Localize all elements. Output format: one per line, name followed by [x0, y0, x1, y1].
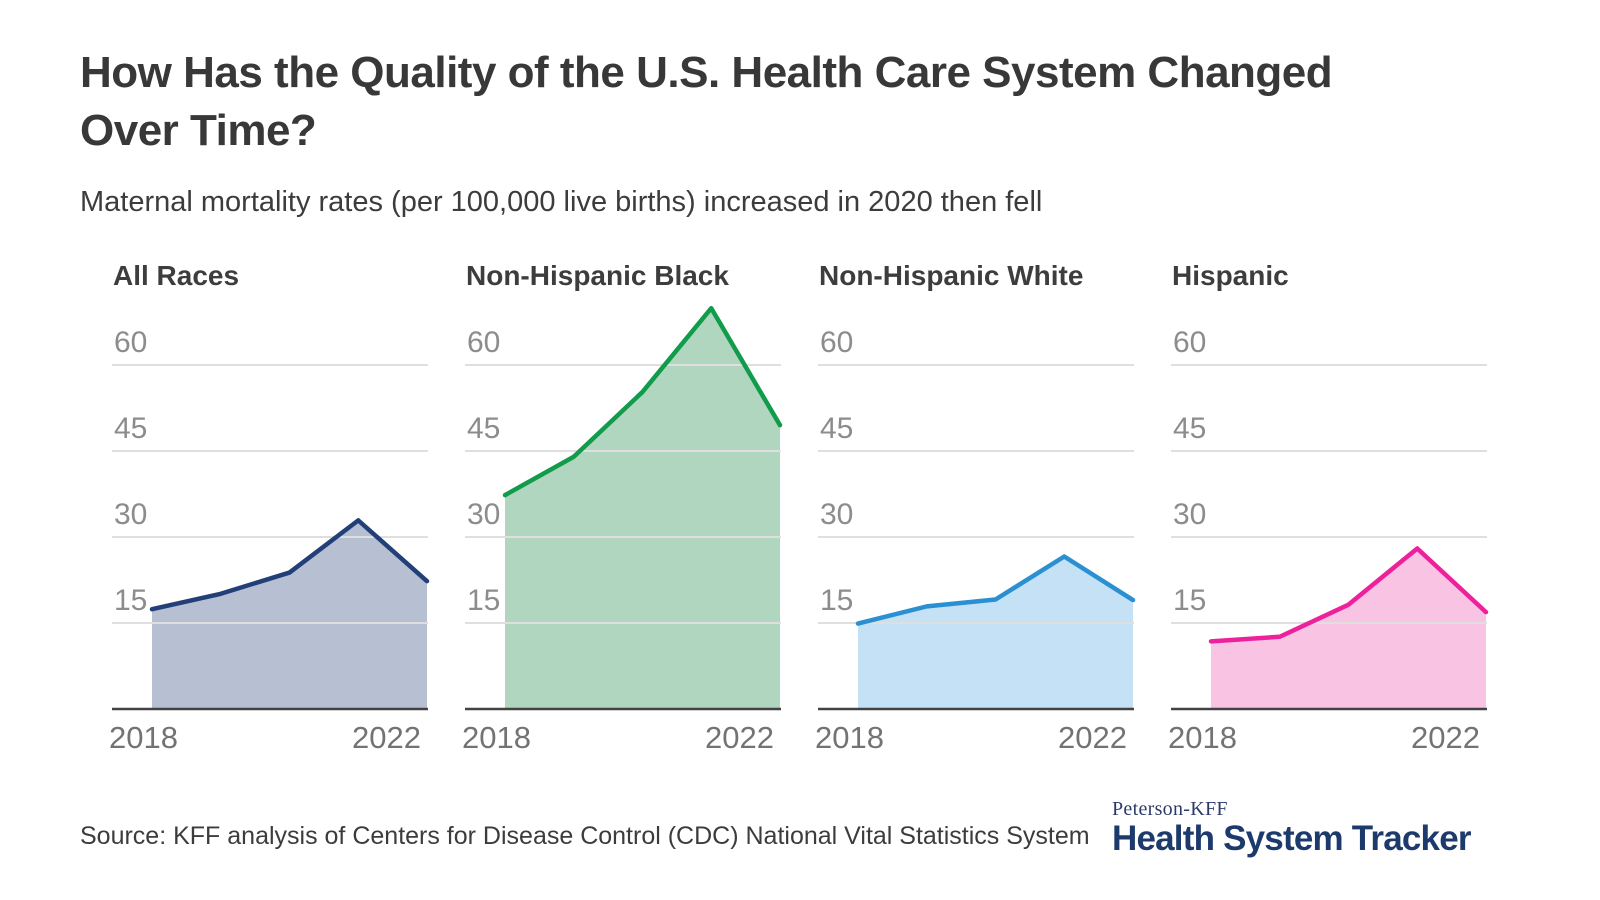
area-chart-non-hispanic-black: 15 30 45 60 2018 2022: [462, 305, 783, 755]
y-tick-label: 15: [467, 584, 500, 617]
title-line-2: Over Time?: [80, 106, 317, 155]
y-tick-label: 60: [820, 326, 853, 359]
source-note: Source: KFF analysis of Centers for Dise…: [80, 822, 1090, 850]
y-tick-label: 60: [1173, 326, 1206, 359]
y-tick-label: 45: [1173, 412, 1206, 445]
y-tick-label: 30: [820, 498, 853, 531]
panel-non-hispanic-white: Non-Hispanic White 15 30 45 60 2018 2022: [815, 260, 1136, 755]
y-tick-label: 30: [1173, 498, 1206, 531]
logo-peterson-kff: Peterson-KFF: [1112, 798, 1228, 820]
area-fill: [858, 556, 1133, 709]
y-tick-label: 45: [114, 412, 147, 445]
panel-all-races: All Races 15 30 45 60 2018 2022: [109, 260, 430, 755]
y-tick-label: 45: [820, 412, 853, 445]
y-tick-label: 30: [467, 498, 500, 531]
y-tick-label: 30: [114, 498, 147, 531]
y-tick-label: 60: [114, 326, 147, 359]
x-tick-label-start: 2018: [462, 720, 531, 755]
area-chart-all-races: 15 30 45 60 2018 2022: [109, 326, 430, 755]
x-tick-label-end: 2022: [705, 720, 774, 755]
panel-title-non-hispanic-black: Non-Hispanic Black: [466, 260, 729, 291]
panel-title-all-races: All Races: [113, 260, 240, 291]
y-tick-label: 60: [467, 326, 500, 359]
trend-line: [1208, 546, 1489, 644]
panel-hispanic: Hispanic 15 30 45 60 2018 2022: [1168, 260, 1489, 755]
x-tick-label-end: 2022: [1058, 720, 1127, 755]
chart-subtitle: Maternal mortality rates (per 100,000 li…: [80, 186, 1043, 218]
panel-non-hispanic-black: Non-Hispanic Black 15 30 45 60 2018 2022: [462, 260, 783, 755]
area-fill: [152, 520, 427, 709]
title-line-1: How Has the Quality of the U.S. Health C…: [80, 48, 1333, 97]
x-tick-label-start: 2018: [109, 720, 178, 755]
area-fill: [1211, 548, 1486, 709]
area-chart-hispanic: 15 30 45 60 2018 2022: [1168, 326, 1489, 755]
page-title: How Has the Quality of the U.S. Health C…: [80, 44, 1333, 160]
x-tick-label-end: 2022: [352, 720, 421, 755]
trend-line: [855, 554, 1136, 626]
trend-line: [502, 305, 783, 498]
area-chart-non-hispanic-white: 15 30 45 60 2018 2022: [815, 326, 1136, 755]
logo-health-system-tracker: Health System Tracker: [1112, 819, 1471, 858]
x-tick-label-start: 2018: [815, 720, 884, 755]
y-tick-label: 15: [1173, 584, 1206, 617]
brand-logo: Peterson-KFF Health System Tracker: [1112, 798, 1471, 857]
panel-title-non-hispanic-white: Non-Hispanic White: [819, 260, 1084, 291]
x-tick-label-end: 2022: [1411, 720, 1480, 755]
x-tick-label-start: 2018: [1168, 720, 1237, 755]
y-tick-label: 15: [820, 584, 853, 617]
y-tick-label: 45: [467, 412, 500, 445]
area-fill: [505, 308, 780, 709]
y-tick-label: 15: [114, 584, 147, 617]
trend-line: [149, 518, 430, 612]
panel-title-hispanic: Hispanic: [1172, 260, 1289, 291]
